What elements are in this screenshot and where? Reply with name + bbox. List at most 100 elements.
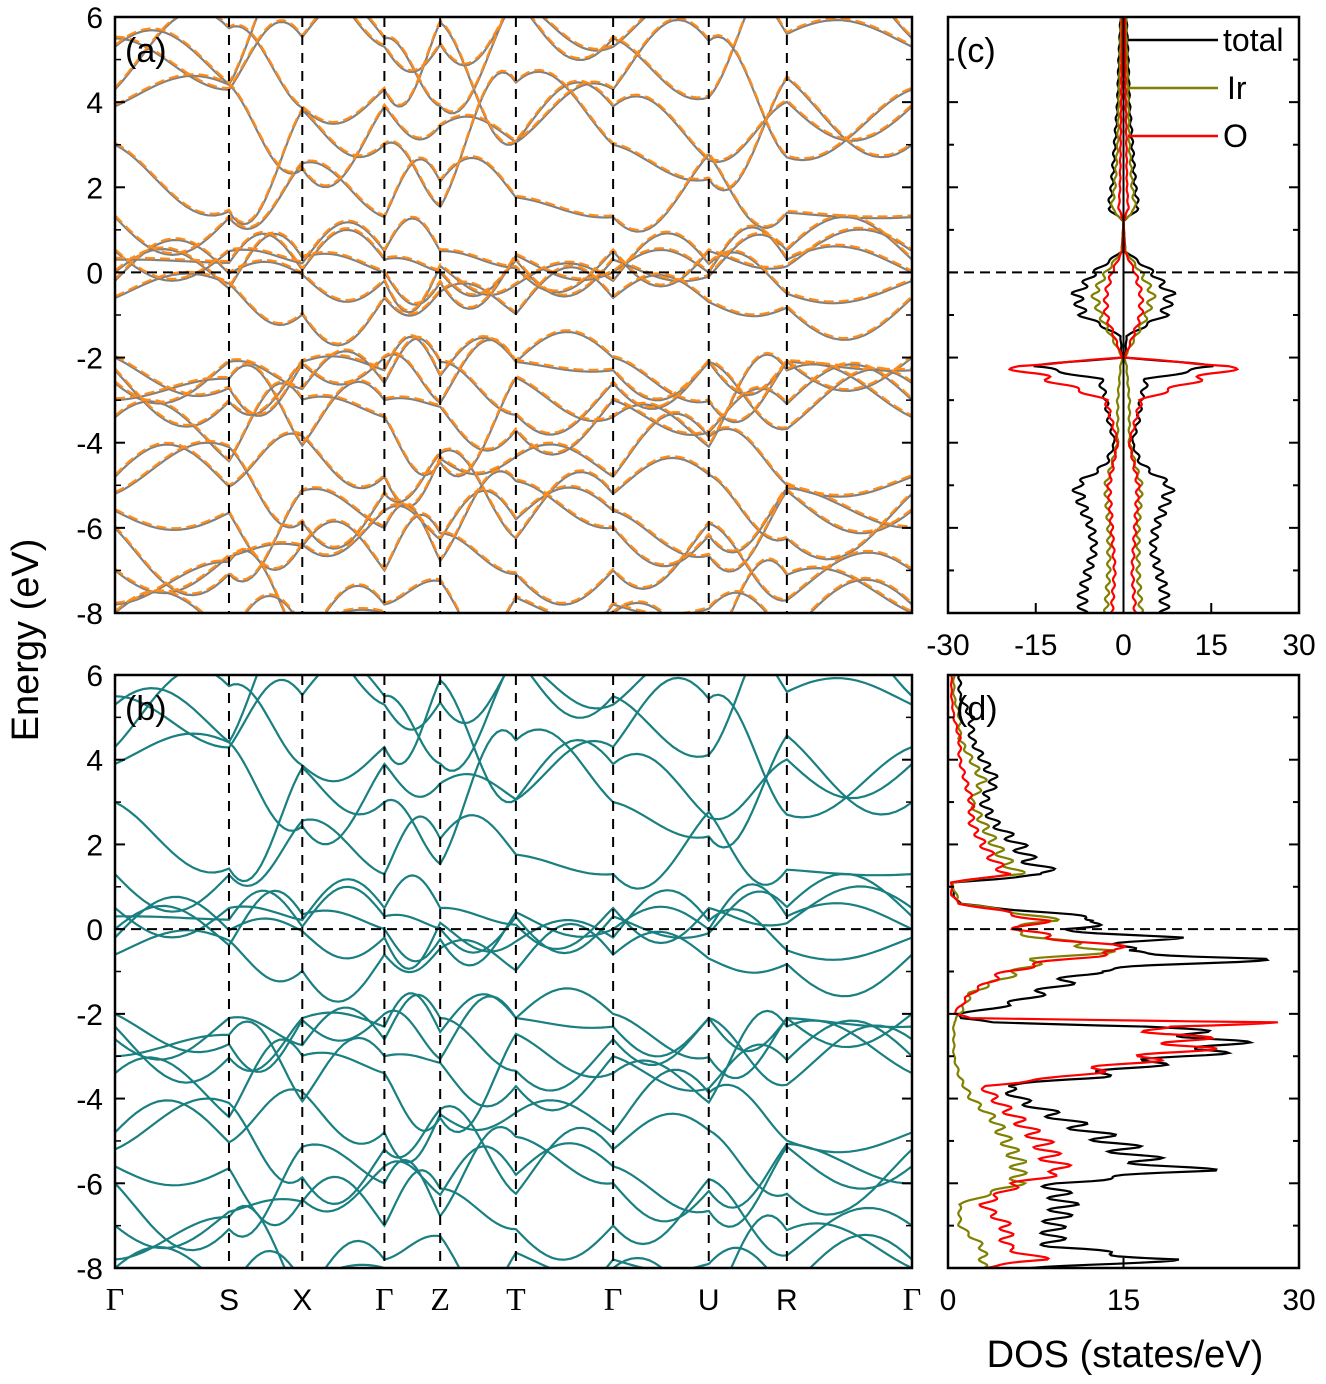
band-line: [115, 68, 912, 224]
kpoint-label: T: [506, 1281, 526, 1317]
band-line: [115, 17, 912, 113]
legend: total Ir O: [1128, 22, 1283, 154]
band-line: [115, 1214, 912, 1268]
kpoint-label: Γ: [604, 1281, 623, 1317]
x-tick-label: 0: [940, 1284, 957, 1317]
x-tick-label: -30: [926, 629, 969, 662]
dos-line-ir: [1122, 17, 1157, 613]
band-line: [115, 1142, 912, 1228]
band-line: [115, 511, 912, 605]
band-line: [115, 1204, 912, 1268]
band-line: [115, 1009, 912, 1134]
panel-label-a: (a): [125, 32, 167, 70]
kpoint-label: Γ: [375, 1281, 394, 1317]
dos-line-total: [1033, 17, 1125, 613]
band-line: [115, 337, 912, 436]
band-line: [115, 17, 912, 160]
band-line: [115, 1068, 912, 1164]
kpoint-label: X: [292, 1284, 312, 1317]
band-line: [115, 226, 912, 310]
kpoint-label: Γ: [106, 1281, 125, 1317]
x-tick-label: -15: [1014, 629, 1057, 662]
dos-x-axis-title: DOS (states/eV): [987, 1334, 1264, 1376]
band-line: [115, 809, 912, 913]
band-line: [115, 351, 912, 476]
band-line: [115, 334, 912, 427]
band-line: [115, 557, 912, 613]
y-tick-label: -2: [76, 343, 103, 376]
band-line: [115, 1169, 912, 1261]
band-line: [115, 412, 912, 508]
x-tick-label: 15: [1195, 629, 1228, 662]
band-line: [115, 874, 912, 951]
band-line: [115, 363, 912, 456]
panel-label-d: (d): [956, 690, 998, 728]
band-line: [115, 215, 912, 298]
band-line: [115, 214, 912, 296]
y-axis-title: Energy (eV): [5, 539, 47, 742]
band-line: [115, 883, 912, 967]
legend-label-o: O: [1223, 118, 1248, 154]
band-structure-a: [115, 17, 912, 613]
dos-line-o: [1007, 17, 1125, 613]
band-line: [115, 150, 912, 255]
band-line: [115, 922, 912, 1003]
y-tick-label: 4: [86, 87, 103, 120]
band-line: [115, 232, 912, 314]
kpoint-label: R: [776, 1284, 798, 1317]
y-tick-label: -6: [76, 513, 103, 546]
band-line: [115, 329, 912, 422]
x-tick-label: 15: [1107, 1284, 1140, 1317]
kpoint-label: Γ: [903, 1281, 922, 1317]
band-line: [115, 993, 912, 1092]
x-tick-label: 30: [1282, 629, 1315, 662]
band-line: [115, 513, 912, 606]
band-line: [115, 335, 912, 428]
dos-line-ir: [1090, 17, 1125, 613]
panel-label-c: (c): [956, 32, 996, 70]
y-tick-label: 6: [86, 660, 103, 693]
y-tick-label: 2: [86, 172, 103, 205]
band-line: [115, 73, 912, 187]
band-line: [115, 732, 912, 846]
band-line: [115, 675, 912, 772]
band-line: [115, 484, 912, 571]
band-line: [115, 17, 912, 87]
kpoint-label: U: [698, 1284, 720, 1317]
band-line: [115, 468, 912, 595]
band-line: [115, 728, 912, 883]
band-line: [115, 215, 912, 292]
band-line: [115, 486, 912, 573]
y-tick-label: 0: [86, 257, 103, 290]
y-tick-label: 2: [86, 829, 103, 862]
band-line: [115, 70, 912, 226]
band-structure-b: [115, 675, 912, 1268]
y-tick-label: 6: [86, 2, 103, 35]
y-tick-label: -4: [76, 428, 103, 461]
band-line: [115, 152, 912, 257]
band-line: [115, 224, 912, 309]
band-line: [115, 264, 912, 345]
dos-plot-c: [1007, 17, 1240, 613]
kpoint-label: S: [219, 1284, 239, 1317]
y-tick-label: 4: [86, 745, 103, 778]
legend-label-total: total: [1223, 22, 1283, 58]
legend-label-ir: Ir: [1227, 70, 1247, 106]
band-line: [115, 330, 912, 424]
dos-line-o: [1122, 17, 1240, 613]
x-tick-label: 0: [1115, 629, 1132, 662]
y-tick-label: -8: [76, 1253, 103, 1286]
band-line: [115, 675, 912, 744]
band-line: [115, 675, 912, 819]
dos-line-o: [949, 675, 1278, 1268]
band-line: [115, 987, 912, 1080]
band-line: [115, 439, 912, 559]
dos-line-total: [950, 675, 1270, 1268]
panel-label-b: (b): [125, 690, 167, 728]
band-line: [115, 266, 912, 347]
band-line: [115, 335, 912, 435]
band-line: [115, 17, 912, 85]
y-tick-label: 0: [86, 914, 103, 947]
